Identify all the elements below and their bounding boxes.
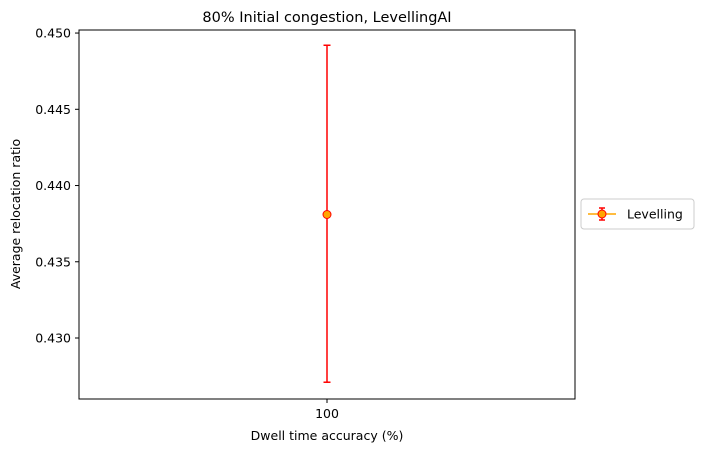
y-tick-label: 0.435 xyxy=(35,254,71,269)
y-tick-label: 0.450 xyxy=(35,26,71,41)
x-axis: 100 xyxy=(315,399,339,421)
chart-title: 80% Initial congestion, LevellingAI xyxy=(202,10,451,26)
series-layer xyxy=(322,44,332,383)
data-point xyxy=(322,210,332,219)
legend-label: Levelling xyxy=(627,207,683,222)
y-axis-label: Average relocation ratio xyxy=(8,139,23,289)
legend-box xyxy=(580,198,695,230)
x-axis-label: Dwell time accuracy (%) xyxy=(251,428,404,443)
y-axis: 0.430 0.435 0.440 0.445 0.450 xyxy=(35,26,79,346)
legend-marker xyxy=(597,209,607,219)
legend: Levelling xyxy=(580,198,695,230)
y-tick-label: 0.430 xyxy=(35,331,71,346)
x-tick-label: 100 xyxy=(315,406,339,421)
y-tick-label: 0.445 xyxy=(35,102,71,117)
y-tick-label: 0.440 xyxy=(35,178,71,193)
